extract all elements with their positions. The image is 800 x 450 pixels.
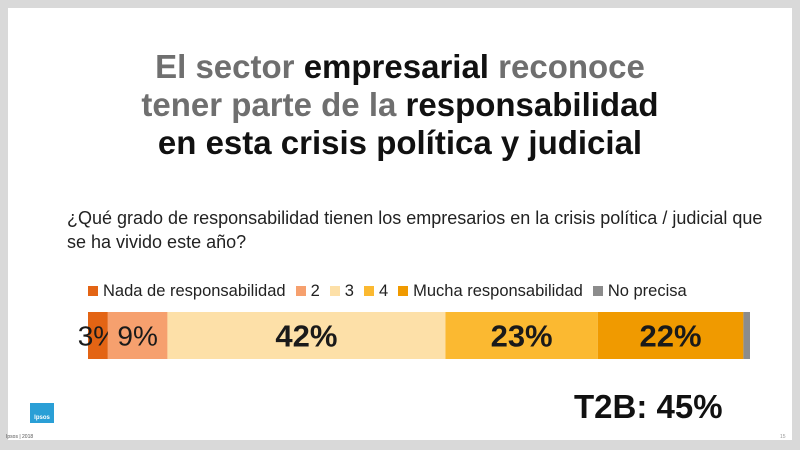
legend-label: Nada de responsabilidad — [103, 281, 286, 300]
legend-swatch — [329, 286, 340, 296]
title-fragment: empresarial — [303, 48, 489, 85]
legend-swatch — [592, 286, 603, 296]
title-fragment: tener parte de la — [141, 86, 406, 123]
data-label: 23% — [491, 319, 553, 354]
slide-title: El sector empresarial reconoce tener par… — [8, 48, 792, 162]
data-label: 42% — [275, 319, 337, 354]
page-number: 15 — [780, 434, 786, 440]
legend-item: Mucha responsabilidad — [398, 282, 583, 301]
logo-text: Ipsos — [34, 415, 50, 421]
legend-item: 3 — [329, 281, 354, 301]
title-line-3: en esta crisis política y judicial — [8, 124, 792, 162]
ipsos-logo: Ipsos — [30, 403, 54, 423]
title-line-1: El sector empresarial reconoce — [8, 48, 792, 86]
survey-question: ¿Qué grado de responsabilidad tienen los… — [67, 208, 763, 252]
chart-legend: Nada de responsabilidad 2 3 4 Mucha responsa… — [88, 280, 687, 302]
title-fragment: reconoce — [488, 48, 645, 85]
stacked-bar-chart: 3% 9% 42% 23% 22% — [78, 312, 750, 359]
bar-segment — [107, 312, 168, 359]
legend-swatch — [363, 286, 374, 296]
legend-item: Nada de responsabilidad — [88, 282, 286, 301]
bar-segment — [743, 312, 750, 359]
title-fragment: El sector — [155, 48, 304, 85]
bar-segment — [445, 312, 598, 359]
legend-label: No precisa — [607, 281, 687, 300]
title-fragment: responsabilidad — [405, 86, 659, 123]
bar-segment — [88, 312, 108, 359]
slide: El sector empresarial reconoce tener par… — [8, 8, 792, 440]
data-label: 22% — [640, 319, 702, 354]
bar-segment — [597, 312, 744, 359]
legend-item: No precisa — [592, 281, 687, 301]
legend-label: Mucha responsabilidad — [413, 281, 583, 300]
data-label: 9% — [117, 321, 157, 352]
t2b-summary: T2B: 45% — [574, 388, 723, 425]
title-line-2: tener parte de la responsabilidad — [8, 86, 792, 124]
bar-segment — [167, 312, 446, 359]
legend-item: 2 — [295, 281, 320, 301]
legend-swatch — [88, 286, 98, 296]
legend-label: 4 — [378, 281, 389, 300]
footer-source: Ipsos | 2018 — [6, 434, 34, 440]
legend-label: 2 — [310, 281, 320, 300]
legend-swatch — [398, 286, 409, 296]
title-fragment: en esta crisis política y judicial — [157, 124, 643, 161]
legend-swatch — [295, 286, 306, 296]
legend-label: 3 — [344, 281, 354, 300]
legend-item: 4 — [363, 281, 389, 301]
